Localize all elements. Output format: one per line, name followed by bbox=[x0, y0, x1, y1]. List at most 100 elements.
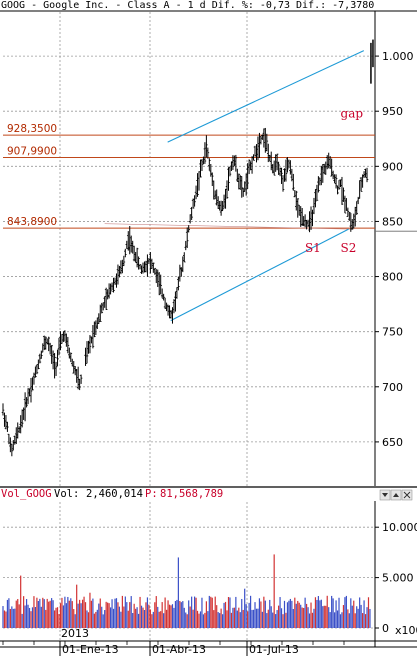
volume-bar bbox=[79, 599, 81, 628]
volume-bar bbox=[307, 607, 309, 628]
volume-bar bbox=[338, 597, 340, 628]
volume-panel: 10.000 5.000 0 bbox=[0, 501, 417, 647]
volume-bar bbox=[148, 604, 150, 628]
volume-bar bbox=[192, 609, 194, 628]
vol-symbol-label: Vol_GOOG bbox=[1, 488, 52, 500]
volume-bar bbox=[70, 598, 72, 628]
volume-bar bbox=[151, 614, 153, 628]
volume-bar bbox=[46, 598, 48, 628]
volume-bar bbox=[351, 605, 353, 628]
volume-bar bbox=[249, 595, 252, 628]
volume-bar bbox=[126, 602, 128, 628]
volume-bar bbox=[71, 601, 73, 628]
volume-bar bbox=[33, 596, 35, 628]
volume-bar bbox=[86, 610, 88, 628]
volume-bar bbox=[51, 598, 53, 628]
volume-bar bbox=[323, 605, 325, 628]
volume-bar bbox=[165, 609, 168, 628]
volume-bar bbox=[224, 601, 227, 628]
volume-bar bbox=[313, 608, 315, 628]
level-label: 843,8900 bbox=[7, 216, 57, 228]
volume-bar bbox=[207, 611, 209, 628]
volume-bar bbox=[229, 597, 231, 628]
volume-bar bbox=[76, 584, 78, 628]
volume-bar bbox=[48, 601, 50, 628]
volume-bar bbox=[364, 614, 367, 628]
volume-bar bbox=[101, 606, 103, 628]
volume-bar bbox=[112, 608, 115, 628]
chart-annotation: S1 bbox=[305, 241, 321, 255]
volume-bar bbox=[90, 600, 93, 628]
volume-bar bbox=[354, 613, 356, 628]
volume-bar bbox=[195, 597, 197, 628]
volume-bar bbox=[108, 603, 110, 628]
x-axis-label: 01-Jul-13 bbox=[249, 643, 299, 656]
volume-bar bbox=[216, 605, 218, 628]
volume-bar bbox=[196, 610, 199, 628]
volume-bar bbox=[301, 607, 303, 628]
volume-bar bbox=[17, 599, 19, 628]
up-arrow-icon[interactable] bbox=[390, 489, 402, 501]
volume-panel-controls[interactable] bbox=[379, 489, 413, 501]
volume-bar bbox=[233, 607, 235, 628]
y-tick-label: 1.000 bbox=[382, 50, 414, 63]
volume-bar bbox=[152, 611, 154, 628]
volume-bar bbox=[317, 596, 319, 628]
volume-bar bbox=[74, 614, 76, 628]
volume-bar bbox=[285, 612, 287, 628]
volume-bar bbox=[367, 597, 370, 628]
volume-bar bbox=[89, 592, 91, 628]
volume-bar bbox=[58, 614, 60, 628]
volume-bar bbox=[186, 614, 188, 628]
volume-bar bbox=[96, 609, 98, 628]
down-arrow-icon[interactable] bbox=[379, 489, 391, 501]
volume-bar bbox=[99, 598, 101, 628]
volume-bar bbox=[171, 604, 174, 628]
volume-bar bbox=[182, 601, 184, 628]
volume-bar bbox=[251, 609, 253, 628]
volume-bar bbox=[254, 602, 256, 628]
volume-bar bbox=[130, 596, 132, 628]
volume-bar bbox=[168, 604, 171, 628]
volume-bar bbox=[95, 611, 97, 628]
volume-bar bbox=[205, 601, 207, 628]
volume-bar bbox=[56, 607, 59, 628]
volume-bar bbox=[320, 599, 322, 628]
volume-bar bbox=[276, 610, 278, 628]
volume-bar bbox=[319, 600, 321, 628]
volume-bar bbox=[39, 598, 41, 628]
volume-bar bbox=[185, 612, 187, 628]
volume-panel-title: Vol_GOOG Vol: 2,460,014 P: 81,568,789 bbox=[1, 488, 223, 500]
volume-bar bbox=[201, 597, 203, 628]
volume-bar bbox=[142, 607, 144, 628]
volume-bar bbox=[20, 575, 22, 628]
volume-bar bbox=[257, 608, 259, 628]
volume-bar bbox=[305, 603, 308, 628]
volume-bar bbox=[2, 606, 4, 628]
trendline bbox=[167, 50, 365, 143]
volume-bar bbox=[23, 596, 25, 628]
volume-bar bbox=[83, 596, 85, 628]
volume-bar bbox=[316, 599, 318, 628]
volume-bar bbox=[21, 613, 23, 628]
volume-bar bbox=[139, 596, 141, 628]
volume-bar bbox=[161, 602, 163, 628]
volume-bar bbox=[283, 600, 286, 628]
volume-bar bbox=[24, 605, 26, 628]
volume-bar bbox=[326, 595, 328, 628]
close-icon[interactable] bbox=[401, 489, 413, 501]
volume-bar bbox=[347, 609, 349, 628]
volume-bar bbox=[64, 596, 66, 628]
y-tick-label: 800 bbox=[382, 271, 403, 284]
volume-bar bbox=[160, 611, 162, 628]
x-axis-label: 01-Ene-13 bbox=[62, 643, 119, 656]
volume-bar bbox=[213, 610, 215, 628]
volume-bar bbox=[132, 612, 134, 628]
volume-bar bbox=[219, 613, 221, 628]
volume-bar bbox=[267, 609, 269, 628]
volume-bar bbox=[335, 600, 337, 628]
volume-bar bbox=[353, 600, 355, 628]
volume-bar bbox=[102, 614, 104, 628]
volume-bar bbox=[308, 613, 311, 628]
